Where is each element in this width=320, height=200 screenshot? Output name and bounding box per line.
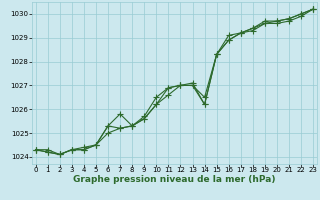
X-axis label: Graphe pression niveau de la mer (hPa): Graphe pression niveau de la mer (hPa) (73, 175, 276, 184)
